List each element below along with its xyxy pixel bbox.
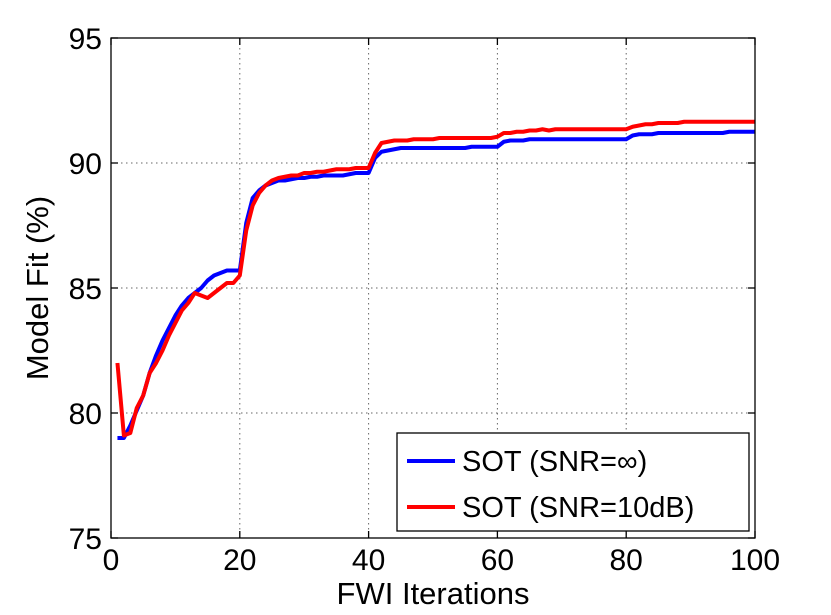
legend-box — [396, 432, 750, 532]
x-tick-label: 20 — [223, 544, 256, 577]
axis-ticks — [110, 37, 756, 539]
x-axis-label: FWI Iterations — [337, 576, 530, 611]
x-tick-label: 100 — [730, 544, 780, 577]
y-tick-label: 75 — [69, 523, 102, 556]
series-line-sot-snr-inf — [117, 129, 755, 440]
tick-labels: 0 20 40 60 80 100 75 80 85 90 95 — [69, 23, 780, 577]
x-tick-label: 80 — [610, 544, 643, 577]
y-tick-label: 90 — [69, 148, 102, 181]
legend-label-sot-snr-inf: SOT (SNR=∞) — [462, 446, 647, 478]
y-tick-label: 80 — [69, 398, 102, 431]
x-tick-label: 40 — [352, 544, 385, 577]
legend: SOT (SNR=∞) SOT (SNR=10dB) — [396, 432, 750, 532]
legend-label-sot-snr-10db: SOT (SNR=10dB) — [462, 492, 694, 524]
y-tick-label: 85 — [69, 273, 102, 306]
y-axis-label: Model Fit (%) — [20, 196, 55, 380]
series-layer — [115, 119, 755, 440]
y-tick-label: 95 — [69, 23, 102, 56]
grid-lines — [111, 38, 755, 538]
x-tick-label: 60 — [481, 544, 514, 577]
x-tick-label: 0 — [103, 544, 120, 577]
series-line-sot-snr-10db — [115, 119, 755, 438]
